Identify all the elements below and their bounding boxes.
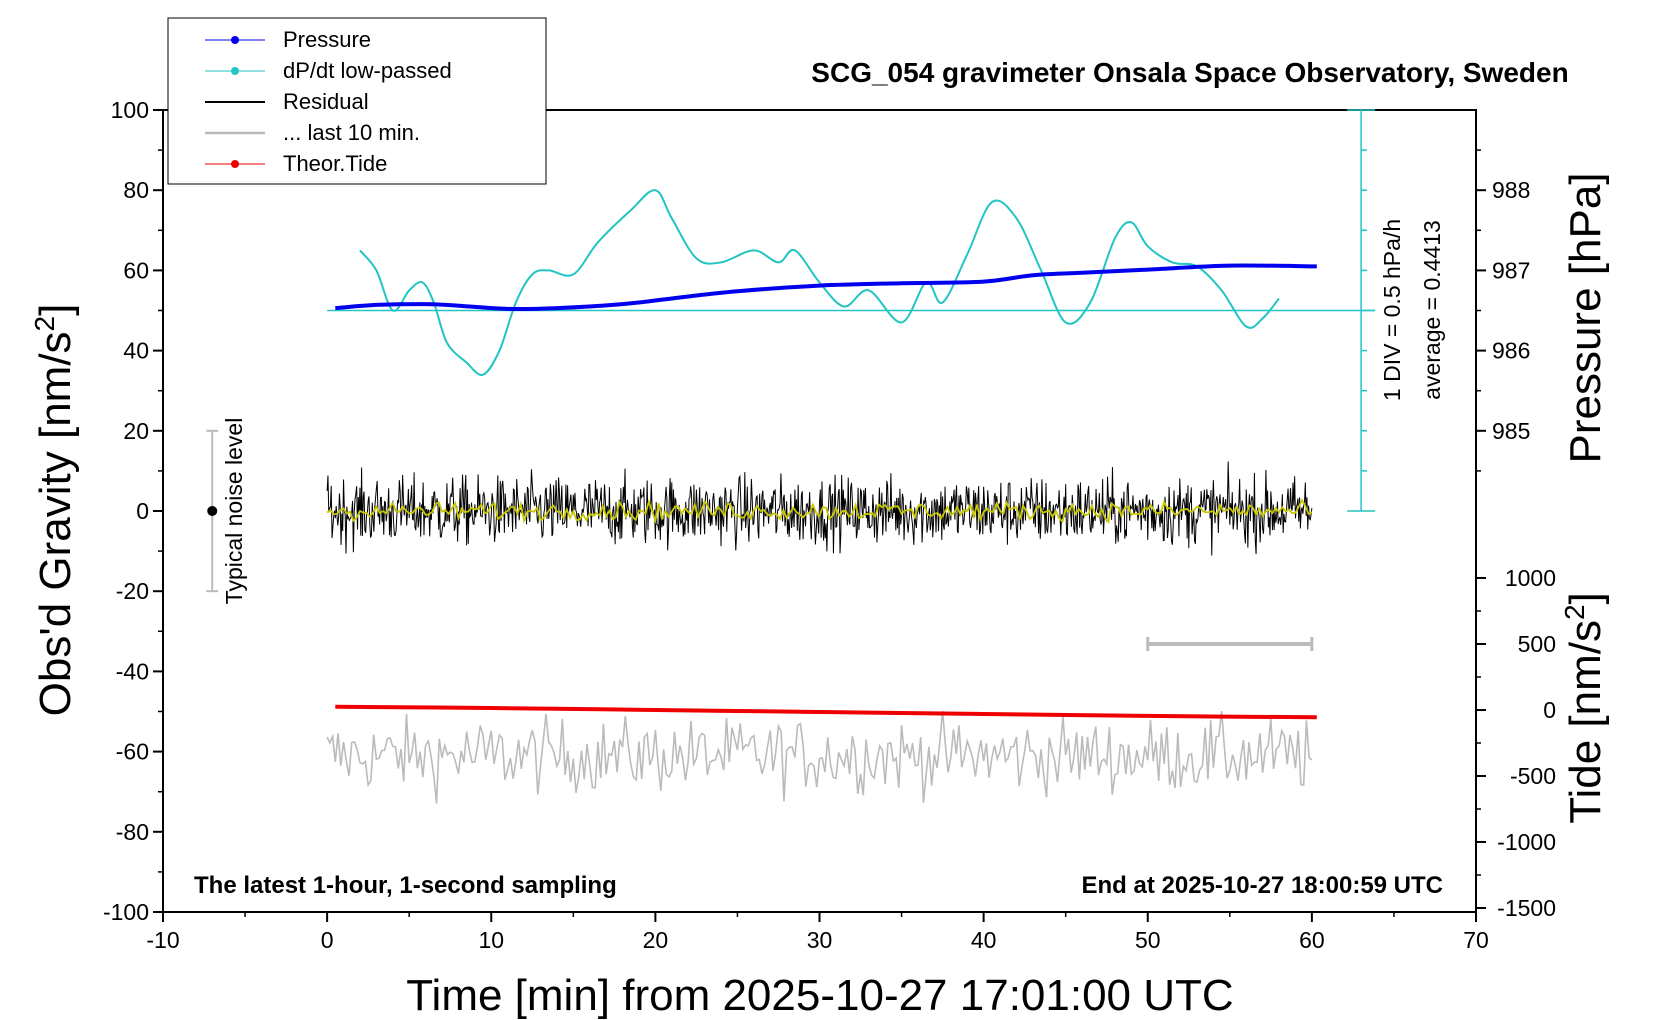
- y-tick-label: 100: [111, 97, 149, 123]
- x-tick-label: 40: [971, 927, 997, 953]
- y-tick-label: 20: [123, 418, 149, 444]
- pressure-axis-title: Pressure [hPa]: [1561, 172, 1610, 463]
- legend-label: Residual: [283, 89, 369, 114]
- legend-swatch-marker: [231, 36, 239, 44]
- noise-center-dot: [207, 506, 218, 516]
- y-axis-title-tail: ]: [31, 304, 80, 316]
- y-tick-label: 60: [123, 257, 149, 283]
- series-tide-line: [335, 704, 1317, 720]
- legend-swatch-marker: [231, 67, 239, 75]
- dpdt-average-label: average = 0.4413: [1419, 220, 1445, 400]
- y-tick-label: -20: [116, 578, 149, 604]
- x-tick-label: 0: [321, 927, 334, 953]
- pressure-tick-label: 987: [1492, 257, 1530, 283]
- tide-axis-title-tail: ]: [1561, 592, 1610, 604]
- x-tick-label: 70: [1463, 927, 1489, 953]
- y-tick-label: -100: [103, 899, 149, 925]
- legend-swatch-marker: [231, 160, 239, 168]
- tide-axis-ticks: -1500 -1000 -500 0 500 1000: [1476, 565, 1556, 921]
- y-tick-label: 40: [123, 338, 149, 364]
- x-axis-title: Time [min] from 2025-10-27 17:01:00 UTC: [406, 971, 1233, 1020]
- series-residual-smoothed-line: [326, 498, 1313, 525]
- legend: Pressure dP/dt low-passed Residual ... last…: [167, 17, 547, 185]
- x-tick-label: 50: [1135, 927, 1161, 953]
- series-residual-line: [326, 461, 1313, 556]
- y-tick-label: -40: [116, 658, 149, 684]
- x-tick-label: 60: [1299, 927, 1325, 953]
- tide-axis-title-main: Tide [nm/s: [1561, 620, 1610, 824]
- bottom-right-note: End at 2025-10-27 18:00:59 UTC: [1082, 872, 1444, 899]
- dpdt-scale-label: 1 DIV = 0.5 hPa/h: [1379, 219, 1405, 401]
- tide-tick-label: 1000: [1505, 565, 1556, 591]
- y-tick-label: -80: [116, 819, 149, 845]
- x-tick-label: 30: [807, 927, 833, 953]
- y-tick-label: -60: [116, 739, 149, 765]
- x-tick-label: 20: [643, 927, 669, 953]
- y-axis-title-main: Obs'd Gravity [nm/s: [31, 331, 80, 716]
- gravity-axis-ticks: -100 -80 -60 -40 -20 0 20 40 60 80 100: [103, 97, 163, 925]
- legend-label: ... last 10 min.: [283, 120, 420, 145]
- last10-scale-bar: [1146, 637, 1314, 651]
- tide-tick-label: -1500: [1497, 895, 1556, 921]
- series-last10-line: [326, 710, 1313, 804]
- pressure-axis-ticks: 985 986 987 988: [1476, 149, 1530, 472]
- legend-items: Pressure dP/dt low-passed Residual ... last…: [205, 27, 452, 176]
- y-axis-title-sup: 2: [29, 316, 60, 332]
- tide-tick-label: -1000: [1497, 829, 1556, 855]
- legend-label: Theor.Tide: [283, 151, 387, 176]
- tide-axis-title-sup: 2: [1559, 604, 1590, 620]
- x-tick-label: -10: [146, 927, 179, 953]
- chart-title: SCG_054 gravimeter Onsala Space Observat…: [811, 57, 1568, 88]
- legend-label: dP/dt low-passed: [283, 58, 452, 83]
- noise-level-label: Typical noise level: [221, 418, 247, 605]
- y-axis-title: Obs'd Gravity [nm/s2]: [29, 304, 80, 717]
- bottom-left-note: The latest 1-hour, 1-second sampling: [194, 872, 617, 899]
- series-layer: [326, 189, 1317, 804]
- tide-tick-label: -500: [1510, 763, 1556, 789]
- y-tick-label: 0: [136, 498, 149, 524]
- tide-tick-label: 500: [1518, 631, 1556, 657]
- x-tick-label: 10: [478, 927, 504, 953]
- tide-axis-title: Tide [nm/s2]: [1559, 592, 1610, 824]
- series-pressure-line: [335, 263, 1317, 312]
- pressure-tick-label: 985: [1492, 418, 1530, 444]
- legend-label: Pressure: [283, 27, 371, 52]
- series-dpdt-line: [359, 189, 1280, 376]
- noise-level-indicator: [206, 429, 219, 593]
- pressure-tick-label: 986: [1492, 338, 1530, 364]
- pressure-tick-label: 988: [1492, 177, 1530, 203]
- y-tick-label: 80: [123, 177, 149, 203]
- tide-tick-label: 0: [1543, 697, 1556, 723]
- x-axis-ticks: -10 0 10 20 30 40 50 60 70: [146, 912, 1489, 953]
